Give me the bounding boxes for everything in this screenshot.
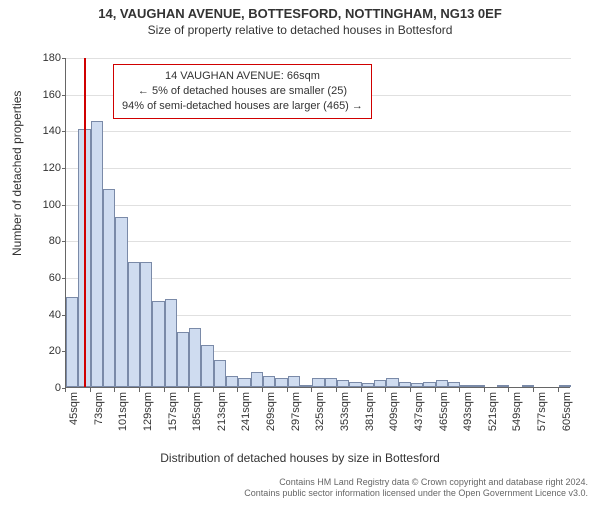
histogram-bar	[337, 380, 349, 387]
x-tick-label: 101sqm	[117, 392, 129, 431]
y-tick-label: 100	[26, 199, 61, 211]
histogram-bar	[374, 380, 386, 387]
histogram-bar	[165, 299, 177, 387]
y-tick-label: 160	[26, 89, 61, 101]
histogram-bar	[460, 385, 472, 387]
y-tick-label: 60	[26, 272, 61, 284]
x-tick-label: 129sqm	[142, 392, 154, 431]
histogram-bar	[325, 378, 337, 387]
histogram-bar	[238, 378, 250, 387]
footer-line: Contains public sector information licen…	[244, 488, 588, 500]
histogram-bar	[91, 121, 103, 387]
x-tick-label: 381sqm	[364, 392, 376, 431]
y-tick-label: 140	[26, 125, 61, 137]
annotation-line: ← 5% of detached houses are smaller (25)	[122, 84, 363, 99]
footer-line: Contains HM Land Registry data © Crown c…	[244, 477, 588, 489]
x-tick-label: 465sqm	[438, 392, 450, 431]
x-tick-label: 521sqm	[487, 392, 499, 431]
copyright-footer: Contains HM Land Registry data © Crown c…	[244, 477, 588, 500]
histogram-bar	[128, 262, 140, 387]
histogram-bar	[251, 372, 263, 387]
page-title: 14, VAUGHAN AVENUE, BOTTESFORD, NOTTINGH…	[0, 6, 600, 21]
histogram-bar	[275, 378, 287, 387]
histogram-bar	[226, 376, 238, 387]
histogram-bar	[448, 382, 460, 388]
histogram-bar	[522, 385, 534, 387]
histogram-bar	[288, 376, 300, 387]
histogram-bar	[152, 301, 164, 387]
y-tick-label: 180	[26, 52, 61, 64]
x-tick-label: 437sqm	[413, 392, 425, 431]
x-tick-label: 577sqm	[536, 392, 548, 431]
y-tick-label: 40	[26, 309, 61, 321]
x-tick-label: 493sqm	[462, 392, 474, 431]
histogram-bar	[399, 382, 411, 388]
histogram-bar	[362, 383, 374, 387]
gridline	[66, 168, 571, 169]
x-tick-label: 409sqm	[388, 392, 400, 431]
x-tick-label: 185sqm	[191, 392, 203, 431]
histogram-bar	[497, 385, 509, 387]
histogram-bar	[423, 382, 435, 388]
x-tick-label: 241sqm	[240, 392, 252, 431]
annotation-box: 14 VAUGHAN AVENUE: 66sqm ← 5% of detache…	[113, 64, 372, 119]
gridline	[66, 241, 571, 242]
y-tick-label: 120	[26, 162, 61, 174]
histogram-bar	[411, 383, 423, 387]
histogram-bar	[115, 217, 127, 388]
y-axis-label: Number of detached properties	[10, 91, 24, 256]
histogram-chart: 020406080100120140160180 14 VAUGHAN AVEN…	[65, 58, 585, 428]
histogram-bar	[214, 360, 226, 388]
histogram-bar	[349, 382, 361, 388]
histogram-bar	[140, 262, 152, 387]
histogram-bar	[263, 376, 275, 387]
histogram-bar	[177, 332, 189, 387]
x-tick-label: 73sqm	[93, 392, 105, 425]
histogram-bar	[472, 385, 484, 387]
x-tick-label: 353sqm	[339, 392, 351, 431]
histogram-bar	[312, 378, 324, 387]
x-tick-label: 45sqm	[68, 392, 80, 425]
histogram-bar	[189, 328, 201, 387]
gridline	[66, 58, 571, 59]
histogram-bar	[201, 345, 213, 387]
x-tick-label: 549sqm	[511, 392, 523, 431]
annotation-line: 14 VAUGHAN AVENUE: 66sqm	[122, 69, 363, 84]
x-axis-label: Distribution of detached houses by size …	[0, 451, 600, 465]
y-tick-label: 0	[26, 382, 61, 394]
reference-line	[84, 58, 86, 387]
page-subtitle: Size of property relative to detached ho…	[0, 23, 600, 37]
gridline	[66, 205, 571, 206]
histogram-bar	[559, 385, 571, 387]
gridline	[66, 131, 571, 132]
x-tick-label: 157sqm	[167, 392, 179, 431]
x-tick-label: 269sqm	[265, 392, 277, 431]
histogram-bar	[103, 189, 115, 387]
annotation-line: 94% of semi-detached houses are larger (…	[122, 99, 363, 114]
y-tick-label: 20	[26, 345, 61, 357]
x-tick-label: 213sqm	[216, 392, 228, 431]
y-tick-label: 80	[26, 235, 61, 247]
x-tick-label: 605sqm	[561, 392, 573, 431]
histogram-bar	[436, 380, 448, 387]
histogram-bar	[386, 378, 398, 387]
x-tick-label: 297sqm	[290, 392, 302, 431]
x-tick-label: 325sqm	[314, 392, 326, 431]
histogram-bar	[300, 385, 312, 387]
histogram-bar	[66, 297, 78, 387]
